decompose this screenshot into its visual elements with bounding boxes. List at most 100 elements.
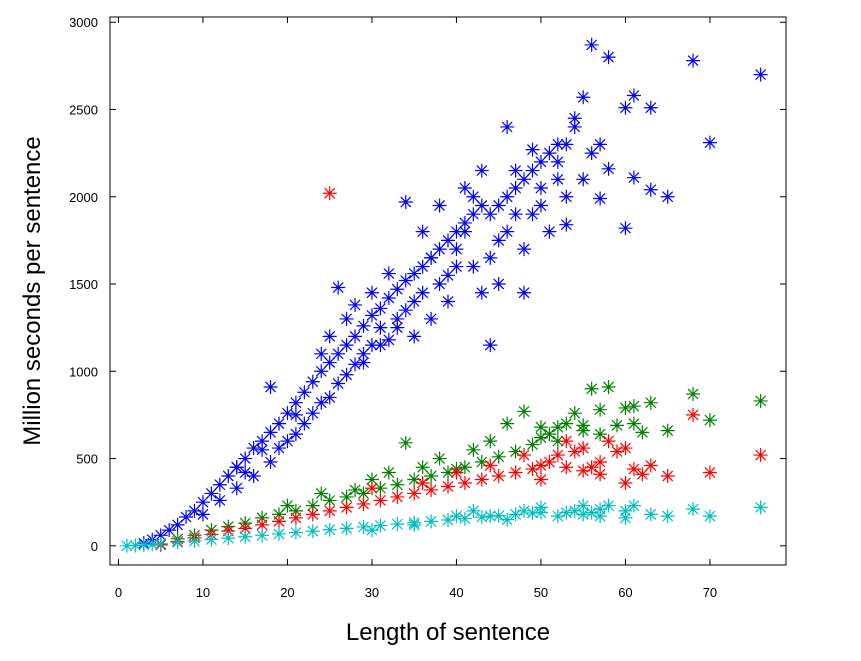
data-point [601,498,616,513]
data-point [533,181,548,196]
data-point [263,379,278,394]
data-point [356,346,371,361]
data-point [424,482,439,497]
data-point [457,511,472,526]
data-point [390,320,405,335]
data-point [415,285,430,300]
data-point [246,441,261,456]
data-point [474,285,489,300]
data-point [457,475,472,490]
data-point [533,154,548,169]
data-point [441,465,455,480]
data-point [525,462,540,477]
data-point [457,215,472,230]
data-point [643,395,658,410]
data-point [601,379,616,394]
data-point [432,277,447,292]
data-point [288,407,303,422]
data-point [559,137,574,152]
data-point [415,224,430,239]
data-point [390,477,405,492]
data-point [576,463,591,478]
data-point [483,434,498,449]
data-point [542,146,557,161]
x-tick-label: 0 [115,585,122,600]
data-point [618,400,633,415]
x-tick-label: 50 [534,585,548,600]
data-point [508,507,523,522]
data-point [593,137,608,152]
data-point [364,523,379,538]
data-point [660,468,675,483]
data-point [339,367,354,382]
data-point [457,224,472,239]
y-tick-label: 0 [91,539,98,554]
data-point [280,434,295,449]
data-point [331,376,346,391]
data-point [449,465,464,480]
data-point [441,479,455,494]
data-point [407,472,422,487]
x-tick-label: 70 [703,585,717,600]
data-point [508,465,523,480]
data-point [517,172,532,187]
data-point [567,111,582,126]
data-point [322,329,337,344]
data-point [322,503,337,518]
data-point [305,507,320,522]
data-point [305,524,320,539]
data-point [483,509,498,524]
data-point [533,430,548,445]
data-point [272,441,286,456]
data-point [508,181,523,196]
data-point [288,525,303,540]
data-point [491,468,506,483]
data-point [331,280,346,295]
data-point [322,390,337,405]
data-point [288,395,303,410]
data-point [500,224,515,239]
x-tick-label: 60 [618,585,632,600]
data-point [626,170,641,185]
data-point [559,189,574,204]
data-point [508,444,523,459]
data-point [542,427,557,442]
data-point [576,498,591,513]
data-point [339,500,354,515]
x-tick-label: 40 [449,585,463,600]
data-point [550,420,565,435]
data-point [466,207,481,222]
data-point [153,536,168,551]
data-point [457,460,472,475]
data-point [364,308,379,323]
data-point [618,441,633,456]
data-point [128,538,143,553]
data-point [356,486,371,501]
data-point [550,137,565,152]
data-point [559,505,574,520]
data-point [643,458,658,473]
data-point [195,507,210,522]
x-axis-title: Length of sentence [346,619,550,646]
data-point [305,406,320,421]
data-point [322,355,337,370]
data-point [424,514,439,529]
data-point [559,434,574,449]
series-3 [119,498,768,553]
data-point [288,510,303,525]
data-point [626,399,641,414]
data-point [508,163,523,178]
data-point [466,503,481,518]
data-point [533,458,548,473]
data-point [483,207,498,222]
data-point [500,416,515,431]
data-point [314,346,329,361]
data-point [390,489,405,504]
data-point [635,467,650,482]
data-point [288,427,303,442]
data-point [500,119,515,134]
data-point [576,172,591,187]
data-point [238,521,253,536]
data-point [449,259,464,274]
data-point [432,198,447,213]
